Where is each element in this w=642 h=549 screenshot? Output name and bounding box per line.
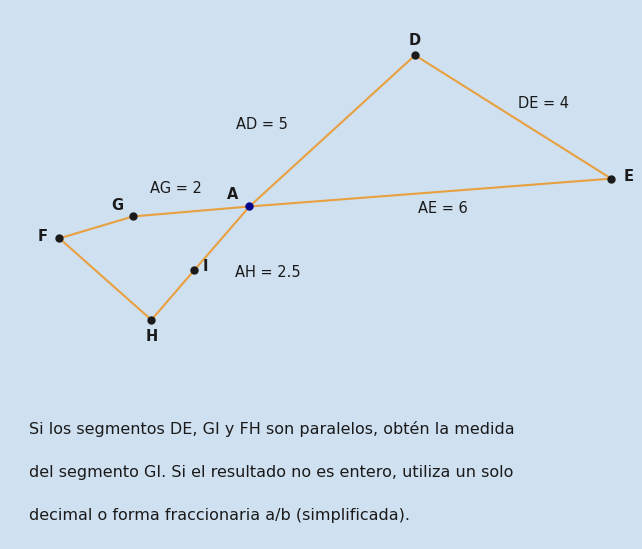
Text: AE = 6: AE = 6: [418, 201, 467, 216]
Text: decimal o forma fraccionaria a/b (simplificada).: decimal o forma fraccionaria a/b (simpli…: [29, 508, 410, 523]
Text: A: A: [227, 187, 238, 202]
Text: I: I: [203, 260, 208, 274]
Text: Si los segmentos DE, GI y FH son paralelos, obtén la medida: Si los segmentos DE, GI y FH son paralel…: [29, 421, 514, 437]
Text: H: H: [145, 329, 157, 344]
Text: AH = 2.5: AH = 2.5: [235, 265, 300, 279]
Text: G: G: [112, 198, 124, 213]
Text: del segmento GI. Si el resultado no es entero, utiliza un solo: del segmento GI. Si el resultado no es e…: [29, 464, 513, 480]
Text: E: E: [623, 169, 634, 184]
Text: D: D: [409, 32, 421, 48]
Text: DE = 4: DE = 4: [518, 96, 569, 110]
Text: F: F: [37, 229, 48, 244]
Text: AG = 2: AG = 2: [150, 181, 202, 196]
Text: AD = 5: AD = 5: [236, 117, 288, 132]
